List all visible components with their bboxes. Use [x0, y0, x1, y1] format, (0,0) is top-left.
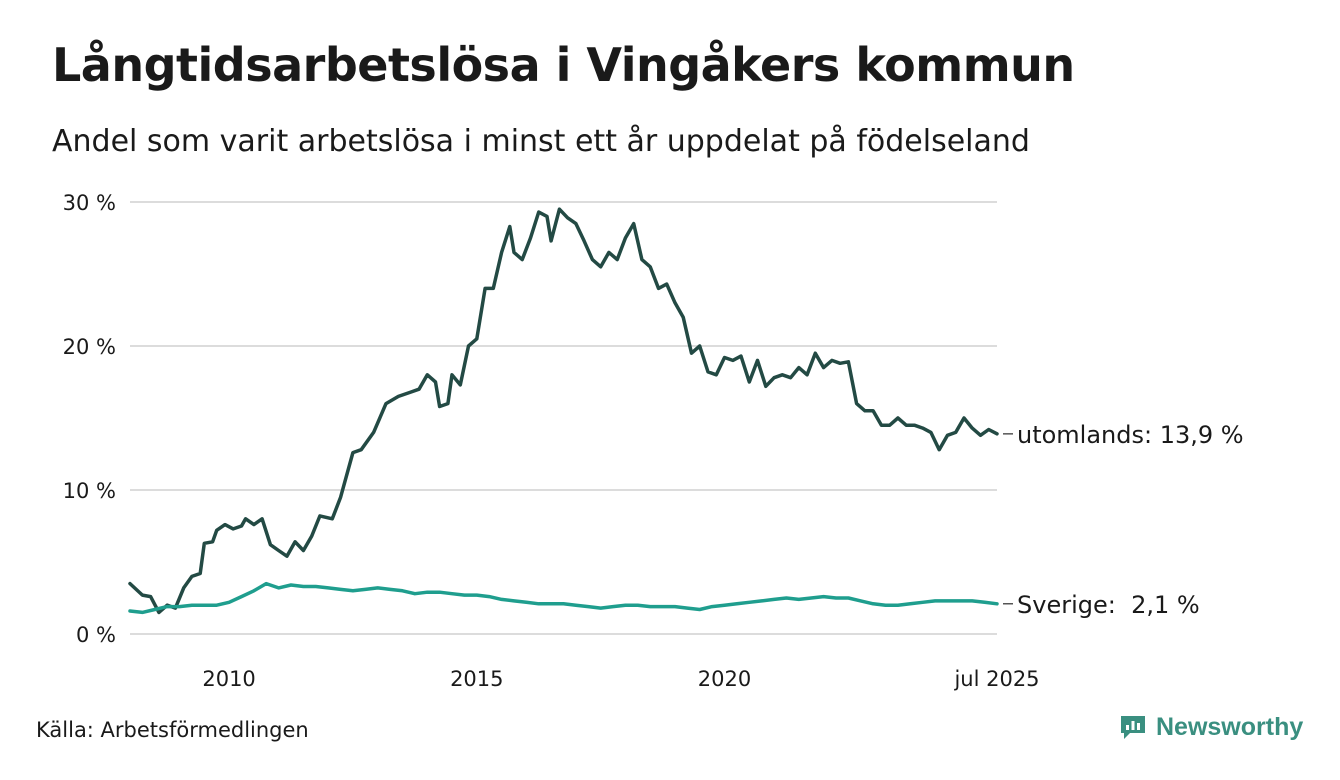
gridlines [130, 201, 997, 635]
series-end-label: utomlands: 13,9 % [1017, 421, 1244, 449]
y-tick-label: 30 % [63, 191, 116, 215]
line-chart: 0 % 10 % 20 % 30 % 2010 2015 2020 jul 2025 uto… [63, 191, 1244, 691]
brand: Newsworthy [1118, 712, 1303, 742]
x-tick-label: 2015 [450, 667, 503, 691]
newsworthy-logo-icon [1121, 716, 1145, 739]
series-end-label: Sverige: 2,1 % [1017, 591, 1200, 619]
y-tick-label: 0 % [76, 623, 116, 647]
series-line-0 [128, 207, 999, 615]
series-line-1 [128, 581, 999, 615]
y-tick-label: 10 % [63, 479, 116, 503]
x-tick-label: 2020 [698, 667, 751, 691]
y-axis: 0 % 10 % 20 % 30 % [63, 191, 116, 647]
series-labels: utomlands: 13,9 % Sverige: 2,1 % [1003, 421, 1244, 619]
x-tick-label: jul 2025 [953, 667, 1039, 691]
x-axis: 2010 2015 2020 jul 2025 [202, 667, 1039, 691]
chart-title: Långtidsarbetslösa i Vingåkers kommun [52, 38, 1075, 92]
x-tick-label: 2010 [202, 667, 255, 691]
y-tick-label: 20 % [63, 335, 116, 359]
series-lines [128, 207, 999, 615]
chart-subtitle: Andel som varit arbetslösa i minst ett å… [52, 124, 1030, 159]
brand-name: Newsworthy [1156, 712, 1304, 741]
source-note: Källa: Arbetsförmedlingen [36, 718, 309, 742]
